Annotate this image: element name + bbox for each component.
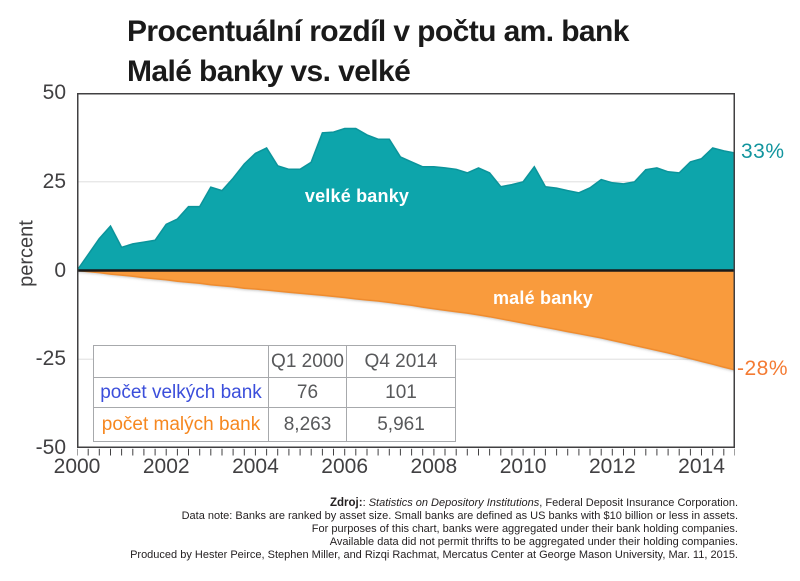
small-banks-q1-2000-value: 8,263	[268, 407, 347, 442]
x-tick-label: 2002	[142, 455, 190, 478]
table-row-label-large-banks: počet velkých bank	[93, 377, 269, 408]
table-row-large-banks: počet velkých bank 76 101	[93, 377, 456, 408]
table-row-small-banks: počet malých bank 8,263 5,961	[93, 407, 456, 442]
end-value-label-large-banks: 33%	[741, 140, 785, 163]
x-tick-label: 2012	[588, 455, 636, 478]
x-tick-label: 2008	[410, 455, 458, 478]
y-tick-label: -50	[35, 436, 66, 459]
source-line: Zdroj:: Statistics on Depository Institu…	[330, 497, 738, 509]
plot-border	[77, 93, 735, 448]
table-header-q1-2000: Q1 2000	[268, 345, 347, 378]
chart-footnotes: Zdroj:: Statistics on Depository Institu…	[18, 497, 738, 562]
table-header-empty	[93, 345, 269, 378]
table-header-q4-2014: Q4 2014	[346, 345, 456, 378]
x-tick-label: 2004	[232, 455, 279, 478]
large-banks-q1-2000-value: 76	[268, 377, 347, 408]
thrifts-note-line: Available data did not permit thrifts to…	[329, 536, 738, 548]
aggregation-note-line: For purposes of this chart, banks were a…	[311, 523, 738, 535]
title-line-2: Malé banky vs. velké	[127, 55, 411, 88]
data-note-line: Data note: Banks are ranked by asset siz…	[181, 510, 738, 522]
series-label-large-banks: velké banky	[304, 186, 410, 206]
page-title: Procentuální rozdíl v počtu am. bank Mal…	[127, 12, 629, 92]
bank-counts-table: Q1 2000 Q4 2014 počet velkých bank 76 10…	[93, 345, 456, 442]
end-value-label-small-banks: -28%	[737, 357, 789, 380]
table-header-row: Q1 2000 Q4 2014	[93, 345, 456, 378]
series-label-small-banks: malé banky	[492, 288, 594, 308]
x-tick-label: 2000	[53, 455, 101, 478]
x-tick-label: 2014	[678, 455, 725, 478]
large-banks-area	[77, 128, 735, 271]
source-label: Zdroj:	[330, 497, 363, 509]
small-banks-area	[77, 270, 735, 370]
y-tick-label: 0	[54, 258, 66, 282]
x-tick-label: 2006	[321, 455, 369, 478]
source-title: Statistics on Depository Institutions	[368, 497, 540, 509]
large-banks-line	[77, 127, 735, 271]
x-tick-label: 2010	[499, 455, 547, 478]
credits-line: Produced by Hester Peirce, Stephen Mille…	[130, 549, 738, 561]
area-chart-plot	[77, 93, 735, 456]
large-banks-q4-2014-value: 101	[346, 377, 456, 408]
y-tick-label: 25	[42, 169, 66, 193]
y-tick-label: 50	[42, 81, 66, 104]
y-tick-label: -25	[35, 347, 66, 371]
y-axis-title: percent	[15, 220, 38, 287]
small-banks-line	[77, 269, 735, 371]
small-banks-q4-2014-value: 5,961	[346, 407, 456, 442]
title-line-1: Procentuální rozdíl v počtu am. bank	[127, 15, 629, 48]
table-row-label-small-banks: počet malých bank	[93, 407, 269, 442]
